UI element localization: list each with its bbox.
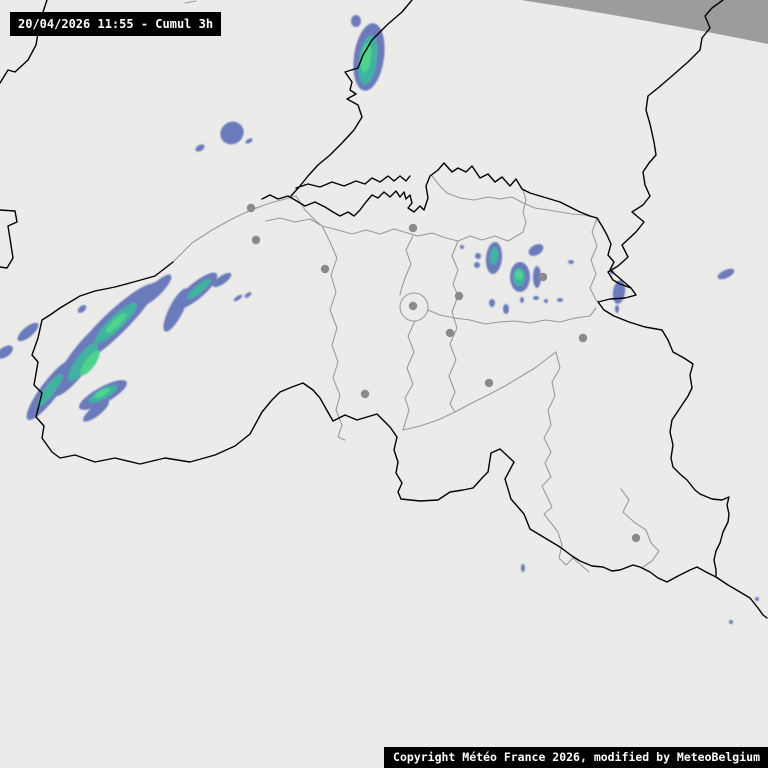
rain-cell (17, 322, 39, 342)
timestamp-label: 20/04/2026 11:55 - Cumul 3h (10, 12, 222, 36)
city-dot (360, 389, 370, 399)
belgium-france-border (31, 261, 768, 619)
rain-cell (93, 387, 111, 399)
city-dot (578, 333, 588, 343)
copyright-label: Copyright Météo France 2026, modified by… (384, 747, 768, 768)
rain-cell (0, 345, 13, 359)
rain-cell (245, 138, 253, 144)
rain-cell (80, 350, 100, 376)
rain-cell (474, 262, 480, 268)
rain-cell (557, 298, 563, 302)
city-dot (408, 301, 418, 311)
rain-cell (544, 299, 548, 303)
rain-cell (460, 245, 464, 249)
province-borders (172, 0, 660, 573)
rain-cell (212, 272, 232, 288)
precipitation-layer (0, 15, 759, 624)
country-borders (0, 0, 768, 619)
rain-cell (528, 244, 544, 256)
dutch-coast (290, 0, 413, 197)
city-dot (408, 223, 418, 233)
city-dot (251, 235, 261, 245)
city-dot (631, 533, 641, 543)
rain-cell (520, 297, 524, 303)
rain-cell (140, 274, 172, 306)
rain-cell (755, 597, 759, 601)
city-dot (454, 291, 464, 301)
rain-cell (521, 564, 525, 572)
rain-cell (187, 278, 211, 300)
rain-cell (37, 373, 63, 407)
city-markers (246, 203, 641, 543)
city-dot (320, 264, 330, 274)
rain-cell (489, 299, 495, 307)
germany-border (597, 0, 730, 578)
city-dot (246, 203, 256, 213)
rain-cell (360, 43, 372, 73)
rain-cell (351, 15, 361, 27)
rain-cell (77, 305, 87, 313)
rain-cell (717, 268, 735, 280)
brussels-region-ring (399, 292, 429, 322)
city-dot (445, 328, 455, 338)
rain-cell (489, 247, 499, 265)
rain-cell (105, 312, 127, 334)
rain-cell (114, 305, 124, 315)
rain-cell (83, 400, 109, 422)
rain-cell (220, 121, 244, 145)
city-dot (484, 378, 494, 388)
rain-cell (195, 144, 205, 152)
rain-cell (233, 294, 243, 302)
rain-cell (615, 305, 619, 313)
rain-cell (533, 296, 539, 300)
rain-cell (729, 620, 733, 624)
rain-cell (515, 270, 523, 280)
city-dot (538, 272, 548, 282)
rain-cell (503, 304, 509, 314)
rain-cell (68, 342, 98, 382)
radar-range-limit-band (521, 0, 768, 44)
belgium-netherlands-border (261, 162, 632, 289)
rain-cell (568, 260, 574, 264)
rain-cell (533, 266, 541, 288)
french-coast (0, 209, 18, 269)
scheldt-north-shore (295, 175, 411, 189)
rain-cell (475, 253, 481, 259)
rain-cell (244, 292, 252, 298)
